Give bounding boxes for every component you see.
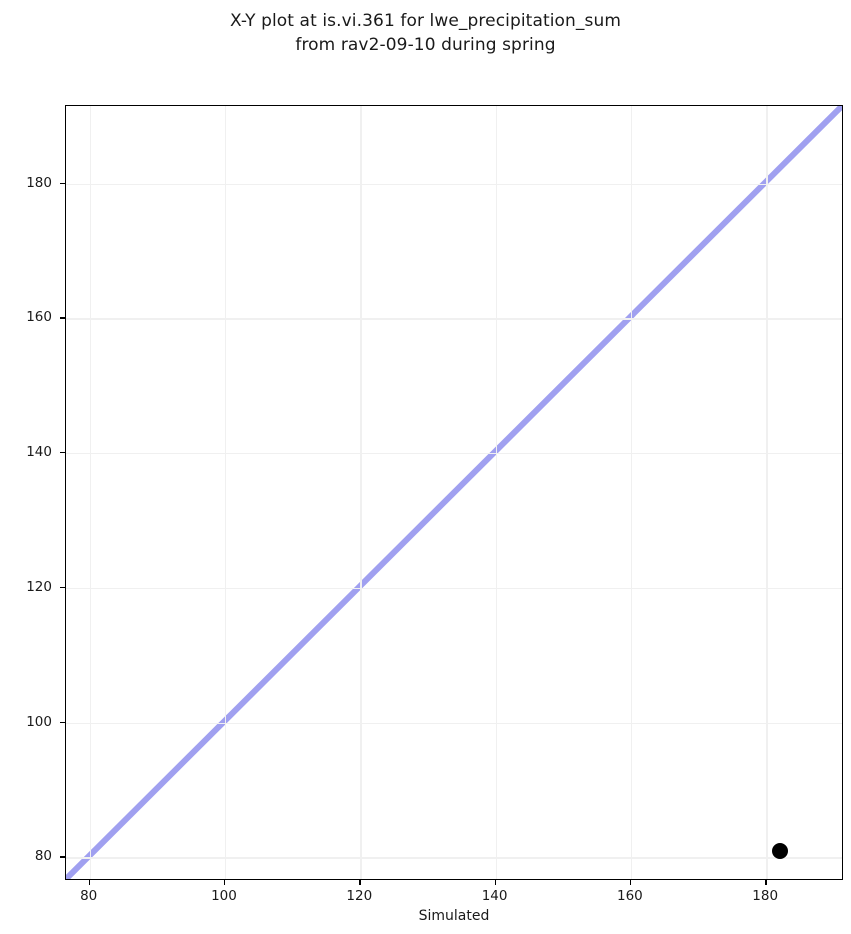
gridline-horizontal: [66, 857, 842, 859]
x-tick-mark: [223, 880, 226, 885]
plot-area: [65, 105, 843, 880]
gridline-horizontal: [66, 183, 842, 185]
data-point: [771, 842, 788, 859]
x-tick-label: 80: [80, 888, 98, 904]
y-tick-mark: [60, 721, 65, 724]
y-tick-label: 160: [26, 309, 52, 326]
x-tick-mark: [88, 880, 91, 885]
y-tick-label: 140: [26, 444, 52, 461]
y-tick-label: 180: [26, 174, 52, 191]
x-tick-mark: [629, 880, 632, 885]
gridline-vertical: [89, 106, 92, 879]
y-tick-mark: [60, 182, 65, 184]
gridline-vertical: [630, 106, 633, 879]
gridline-horizontal: [66, 453, 842, 455]
y-tick-mark: [60, 452, 65, 454]
x-tick-mark: [765, 880, 767, 885]
gridline-vertical: [224, 106, 227, 879]
gridline-horizontal: [66, 587, 842, 590]
y-axis-label-wrapper: Observed: [22, 105, 42, 880]
page-title: X-Y plot at is.vi.361 for lwe_precipitat…: [229, 11, 622, 55]
x-tick-label: 180: [752, 888, 779, 904]
x-tick-mark: [359, 880, 361, 885]
y-tick-label: 100: [26, 713, 52, 730]
gridline-horizontal: [66, 318, 842, 320]
y-tick-mark: [60, 856, 65, 858]
x-tick-label: 120: [346, 888, 373, 904]
y-tick-mark: [60, 317, 65, 319]
y-tick-label: 120: [26, 578, 52, 595]
x-tick-mark: [494, 880, 496, 885]
x-tick-label: 100: [211, 888, 237, 904]
gridline-vertical: [360, 106, 362, 879]
y-tick-mark: [60, 586, 65, 589]
one-to-one-reference-line: [66, 106, 842, 879]
gridline-vertical: [766, 106, 768, 879]
y-tick-label: 80: [34, 848, 52, 865]
gridline-horizontal: [66, 722, 842, 725]
x-axis-label: Simulated: [418, 908, 490, 924]
x-tick-label: 140: [481, 888, 508, 904]
x-tick-label: 160: [617, 888, 643, 904]
gridline-vertical: [495, 106, 497, 879]
